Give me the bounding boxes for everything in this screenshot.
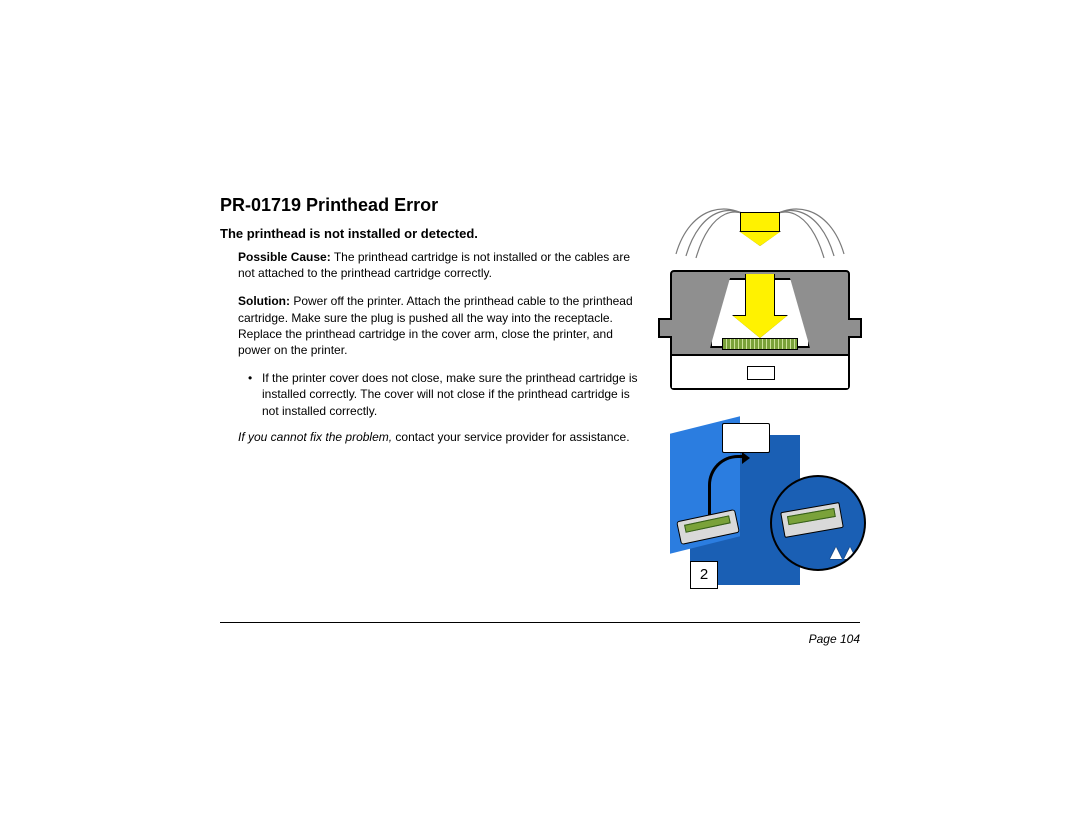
possible-cause-label: Possible Cause: <box>238 250 331 264</box>
bullet-text: If the printer cover does not close, mak… <box>262 370 640 419</box>
closing-paragraph: If you cannot fix the problem, contact y… <box>220 429 640 445</box>
figure-cover-arm: 2 <box>660 415 860 595</box>
text-column: Possible Cause: The printhead cartridge … <box>220 249 640 445</box>
connector-tip-icon <box>740 232 780 246</box>
housing-left-tab-icon <box>658 318 672 338</box>
cable-connector-icon <box>740 212 780 232</box>
callout-arrows-icon <box>828 529 858 559</box>
housing-base-icon <box>672 354 848 388</box>
possible-cause-paragraph: Possible Cause: The printhead cartridge … <box>220 249 640 281</box>
closing-rest: contact your service provider for assist… <box>392 430 629 444</box>
illustration-area: 2 <box>660 200 860 600</box>
bullet-dot-icon: • <box>248 370 262 419</box>
solution-label: Solution: <box>238 294 290 308</box>
insert-arrow-head-icon <box>733 316 787 338</box>
figure-cable-insertion <box>660 200 860 400</box>
footer-rule <box>220 622 860 623</box>
solution-text: Power off the printer. Attach the printh… <box>238 294 633 357</box>
solution-paragraph: Solution: Power off the printer. Attach … <box>220 293 640 358</box>
cartridge-top-tab-icon <box>722 423 770 453</box>
receptacle-pcb-icon <box>722 338 798 350</box>
housing-right-tab-icon <box>848 318 862 338</box>
step-number-badge: 2 <box>690 561 718 589</box>
closing-emphasis: If you cannot fix the problem, <box>238 430 392 444</box>
insert-arrow-body-icon <box>745 274 775 318</box>
page-number: Page 104 <box>220 632 860 646</box>
bullet-item: • If the printer cover does not close, m… <box>220 370 640 419</box>
detail-callout-icon <box>770 475 866 571</box>
